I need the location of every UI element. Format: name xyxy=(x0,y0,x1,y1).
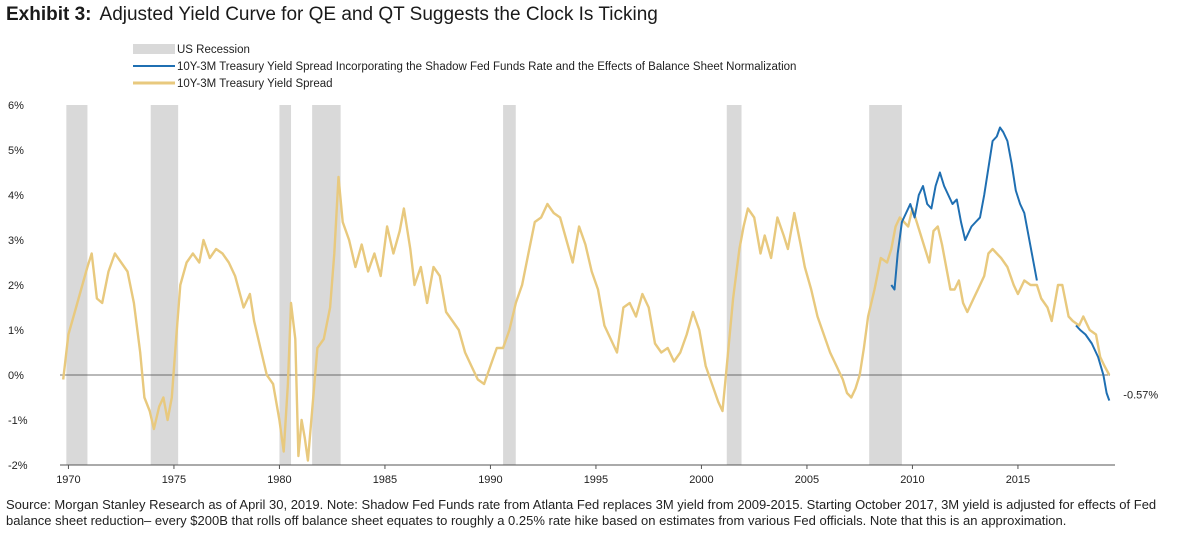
y-tick-label: 1% xyxy=(8,325,24,337)
series-line-adjusted xyxy=(890,126,1038,291)
recession-band xyxy=(279,105,292,465)
x-tick-label: 1985 xyxy=(373,474,397,486)
y-tick-label: 2% xyxy=(8,280,24,292)
title-text: Adjusted Yield Curve for QE and QT Sugge… xyxy=(99,4,658,25)
end-value-label: -0.57% xyxy=(1123,390,1158,402)
chart-title: Exhibit 3: Adjusted Yield Curve for QE an… xyxy=(6,4,658,26)
x-tick-label: 2015 xyxy=(1006,474,1030,486)
legend-label-spread: 10Y-3M Treasury Yield Spread xyxy=(177,78,333,90)
legend-label-recession: US Recession xyxy=(177,44,250,56)
recession-band xyxy=(312,105,341,465)
x-tick-label: 1975 xyxy=(162,474,186,486)
x-tick-label: 1970 xyxy=(56,474,80,486)
series-line-spread xyxy=(62,175,1111,462)
x-tick-label: 2005 xyxy=(795,474,819,486)
legend-label-adjusted: 10Y-3M Treasury Yield Spread Incorporati… xyxy=(177,61,796,73)
legend-swatch-recession xyxy=(133,44,175,54)
y-tick-label: 3% xyxy=(8,235,24,247)
exhibit-label: Exhibit 3: xyxy=(6,4,92,25)
y-tick-label: 0% xyxy=(8,370,24,382)
y-tick-label: -1% xyxy=(8,415,28,427)
source-note: Source: Morgan Stanley Research as of Ap… xyxy=(6,497,1157,528)
axes: -2% -1% 0% 1% 2% 3% 4% 5% 6% 1970 1975 1980 1985 1990… xyxy=(8,100,1115,486)
recession-band xyxy=(869,105,902,465)
y-tick-label: 6% xyxy=(8,100,24,112)
recession-band xyxy=(66,105,88,465)
y-tick-label: -2% xyxy=(8,460,28,472)
y-tick-label: 4% xyxy=(8,190,24,202)
x-tick-label: 1990 xyxy=(478,474,502,486)
y-tick-label: 5% xyxy=(8,145,24,157)
x-tick-label: 2000 xyxy=(689,474,713,486)
recession-bands xyxy=(66,105,902,465)
series-lines xyxy=(62,126,1111,462)
x-tick-label: 1980 xyxy=(267,474,291,486)
legend: US Recession 10Y-3M Treasury Yield Sprea… xyxy=(133,44,796,90)
x-tick-label: 2010 xyxy=(900,474,924,486)
x-tick-label: 1995 xyxy=(584,474,608,486)
recession-band xyxy=(503,105,516,465)
series-line-adjusted-recent xyxy=(1075,324,1111,401)
recession-band xyxy=(150,105,179,465)
